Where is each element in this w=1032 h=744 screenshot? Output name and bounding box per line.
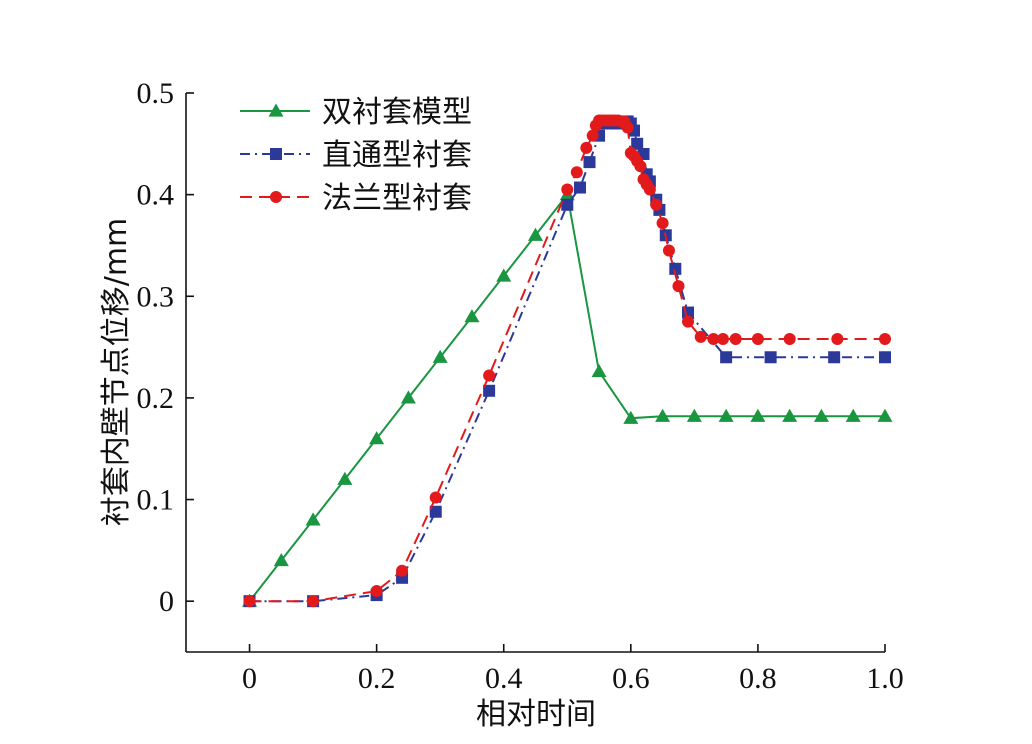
- data-point: [621, 121, 634, 134]
- data-point: [561, 183, 574, 196]
- y-tick-label: 0.1: [137, 484, 175, 517]
- data-point: [583, 156, 596, 169]
- data-point: [782, 408, 798, 422]
- data-point: [432, 349, 448, 363]
- data-point: [682, 315, 695, 328]
- data-point: [273, 553, 289, 567]
- data-point: [655, 408, 671, 422]
- y-tick-label: 0.2: [137, 382, 175, 415]
- data-point: [879, 332, 891, 345]
- data-point: [656, 217, 669, 230]
- data-point: [305, 512, 321, 526]
- x-tick-label: 0.6: [612, 662, 650, 695]
- data-point: [650, 198, 663, 211]
- data-point: [686, 408, 702, 422]
- x-axis-title: 相对时间: [476, 697, 596, 732]
- x-tick-label: 1.0: [866, 662, 904, 695]
- data-point: [720, 351, 733, 364]
- x-tick-label: 0.8: [739, 662, 777, 695]
- data-point: [877, 408, 893, 422]
- data-point: [828, 351, 841, 364]
- data-point: [337, 471, 353, 485]
- legend-label: 法兰型衬套: [322, 181, 472, 216]
- data-point: [561, 198, 574, 211]
- y-tick-label: 0.4: [137, 179, 175, 212]
- data-point: [528, 227, 543, 241]
- data-point: [751, 332, 764, 345]
- y-axis-title: 衬套内壁节点位移/mm: [99, 218, 134, 527]
- x-tick-label: 0.4: [485, 662, 523, 695]
- data-point: [707, 332, 720, 345]
- series-group: [243, 114, 891, 608]
- data-point: [831, 332, 844, 345]
- data-point: [429, 491, 442, 504]
- data-point: [483, 369, 496, 382]
- data-point: [570, 166, 583, 179]
- y-tick-label: 0: [159, 585, 174, 618]
- data-point: [729, 332, 742, 345]
- data-point: [580, 141, 593, 154]
- data-point: [879, 351, 891, 364]
- data-point: [586, 129, 599, 142]
- legend-marker: [270, 191, 282, 203]
- y-tick-label: 0.5: [137, 77, 175, 110]
- data-point: [783, 332, 796, 345]
- data-point: [464, 309, 480, 323]
- data-point: [694, 330, 707, 343]
- data-point: [307, 595, 320, 608]
- series: [242, 114, 893, 608]
- legend-label: 双衬套模型: [322, 95, 472, 130]
- series-line: [249, 120, 885, 603]
- data-point: [573, 181, 586, 194]
- data-point: [370, 585, 383, 598]
- data-point: [429, 505, 442, 518]
- ticks: 0 0.2 0.4 0.6 0.8 1.0 0 0.1 0.2 0.3 0.4 0.5: [137, 77, 904, 695]
- legend-marker: [270, 148, 282, 160]
- data-point: [631, 137, 644, 150]
- series-group: [242, 187, 893, 607]
- y-tick-label: 0.3: [137, 280, 175, 313]
- data-point: [623, 410, 639, 424]
- data-point: [243, 595, 256, 608]
- legend-label: 直通型衬套: [322, 138, 472, 173]
- legend-marker: [268, 103, 284, 117]
- data-point: [813, 408, 829, 422]
- data-point: [672, 280, 685, 293]
- data-point: [716, 332, 729, 345]
- data-point: [591, 363, 607, 378]
- data-point: [845, 408, 861, 422]
- x-tick-label: 0: [242, 662, 257, 695]
- data-point: [396, 564, 409, 577]
- data-point: [662, 244, 675, 257]
- series-line: [248, 192, 885, 602]
- data-point: [643, 183, 656, 196]
- data-point: [750, 408, 766, 422]
- x-tick-label: 0.2: [358, 662, 396, 695]
- data-point: [764, 351, 777, 364]
- data-point: [369, 431, 385, 445]
- data-point: [718, 408, 734, 422]
- data-point: [496, 268, 512, 282]
- data-point: [634, 160, 647, 173]
- data-point: [483, 384, 496, 397]
- axes: [185, 93, 885, 653]
- data-point: [669, 262, 682, 275]
- data-point: [400, 390, 416, 404]
